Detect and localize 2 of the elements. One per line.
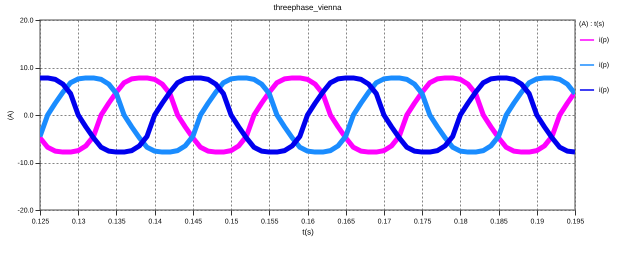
chart-title: threephase_vienna xyxy=(273,3,342,12)
x-axis-title: t(s) xyxy=(302,228,314,236)
